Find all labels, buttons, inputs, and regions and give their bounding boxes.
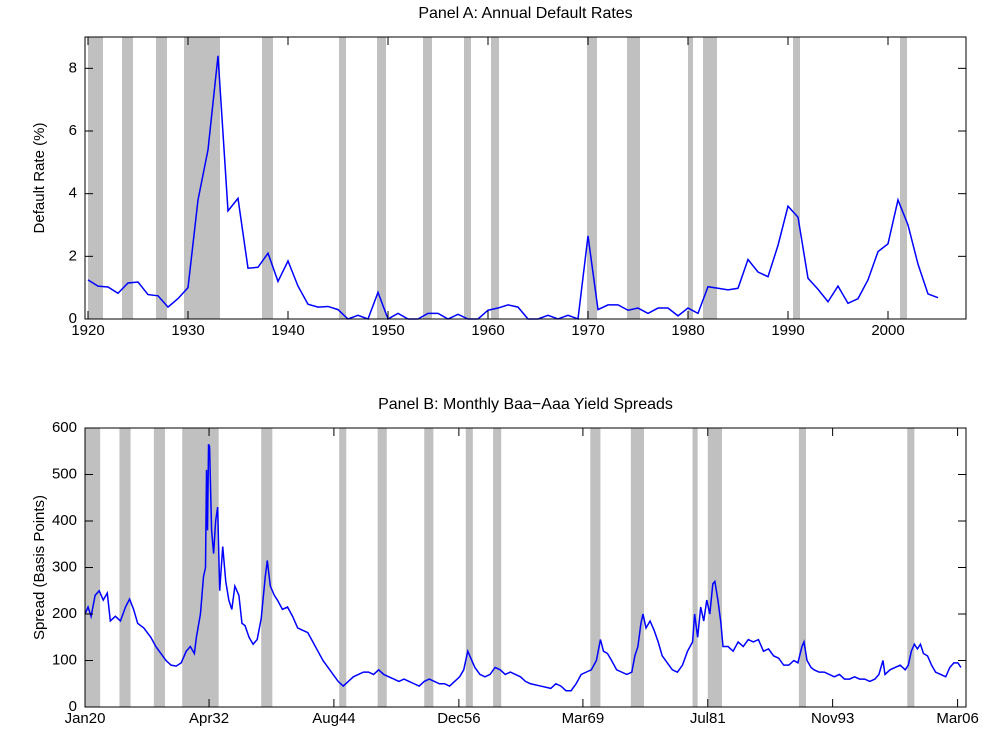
y-tick-label: 600 xyxy=(52,419,77,436)
shaded-period xyxy=(156,37,167,319)
shaded-period xyxy=(493,428,502,707)
shaded-period xyxy=(153,428,165,707)
shaded-period xyxy=(262,37,273,319)
shaded-period xyxy=(88,37,103,319)
shaded-period xyxy=(339,37,346,319)
shaded-period xyxy=(692,428,698,707)
x-tick-label: Apr32 xyxy=(189,710,229,727)
shaded-period xyxy=(377,37,386,319)
shaded-period xyxy=(688,37,693,319)
shaded-period xyxy=(182,428,219,707)
shaded-period xyxy=(464,37,471,319)
shaded-period xyxy=(491,37,499,319)
y-tick-label: 200 xyxy=(52,605,77,622)
shaded-period xyxy=(707,428,722,707)
shaded-period xyxy=(627,37,640,319)
x-tick-label: 1940 xyxy=(271,322,304,339)
y-tick-label: 4 xyxy=(69,185,77,202)
shaded-period xyxy=(703,37,717,319)
x-tick-label: 1930 xyxy=(171,322,204,339)
shaded-period xyxy=(798,428,807,707)
shaded-period xyxy=(377,428,387,707)
y-tick-label: 8 xyxy=(69,59,77,76)
x-tick-label: Dec56 xyxy=(437,710,480,727)
y-tick-label: 100 xyxy=(52,651,77,668)
y-axis-label: Spread (Basis Points) xyxy=(31,495,48,640)
axes-frame xyxy=(84,36,967,320)
x-tick-label: 1980 xyxy=(671,322,704,339)
shaded-period xyxy=(907,428,915,707)
x-tick-label: Mar69 xyxy=(562,710,605,727)
y-tick-label: 300 xyxy=(52,558,77,575)
y-tick-label: 6 xyxy=(69,122,77,139)
y-tick-label: 2 xyxy=(69,247,77,264)
shaded-period xyxy=(424,428,434,707)
y-tick-label: 0 xyxy=(69,698,77,715)
x-tick-label: Mar06 xyxy=(936,710,979,727)
x-tick-label: Jan20 xyxy=(65,710,106,727)
x-tick-label: Nov93 xyxy=(811,710,854,727)
shaded-period xyxy=(630,428,644,707)
shaded-period xyxy=(587,37,597,319)
data-line xyxy=(84,443,962,692)
x-tick-label: 1970 xyxy=(571,322,604,339)
panel: Jan20 Apr32 Aug44 Dec56 Mar69 Jul81 Nov93 Mar06… xyxy=(31,396,979,727)
shaded-period xyxy=(465,428,473,707)
shaded-period xyxy=(122,37,133,319)
panel: 1920 1930 1940 1950 1960 1970 1980 1990 2000 0 2 4 6… xyxy=(31,5,967,339)
chart-title: Panel B: Monthly Baa−Aaa Yield Spreads xyxy=(378,396,673,413)
x-tick-label: Jul81 xyxy=(690,710,726,727)
shaded-period xyxy=(590,428,601,707)
y-tick-label: 500 xyxy=(52,465,77,482)
x-tick-label: 1990 xyxy=(771,322,804,339)
chart-title: Panel A: Annual Default Rates xyxy=(418,5,632,22)
shaded-period xyxy=(900,37,907,319)
x-tick-label: 2000 xyxy=(871,322,904,339)
y-axis-label: Default Rate (%) xyxy=(31,123,48,234)
x-tick-label: Aug44 xyxy=(312,710,355,727)
shaded-period xyxy=(423,37,432,319)
shaded-period xyxy=(119,428,131,707)
y-tick-label: 400 xyxy=(52,512,77,529)
data-line xyxy=(87,55,939,321)
x-tick-label: 1920 xyxy=(71,322,104,339)
x-tick-label: 1960 xyxy=(471,322,504,339)
shaded-period xyxy=(793,37,800,319)
shaded-period xyxy=(339,428,347,707)
x-tick-label: 1950 xyxy=(371,322,404,339)
y-tick-label: 0 xyxy=(69,310,77,327)
